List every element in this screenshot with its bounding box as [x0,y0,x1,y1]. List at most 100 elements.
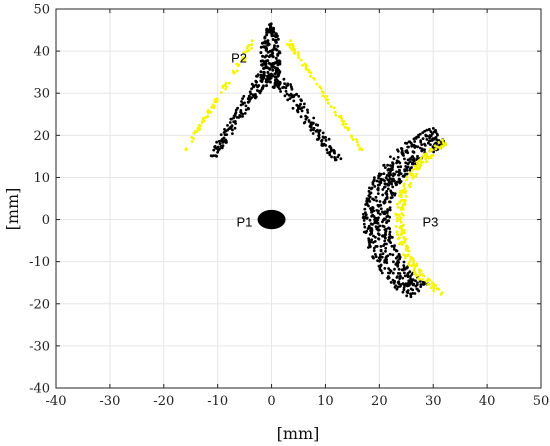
data-point [283,82,286,85]
data-point [377,204,381,208]
data-point [401,268,405,272]
data-point [386,178,390,182]
data-point [315,82,319,86]
data-point [241,56,245,59]
data-point [204,115,208,119]
data-point [216,99,219,102]
data-point [365,216,369,220]
data-point [434,128,437,132]
data-point [251,93,255,97]
data-point [290,87,294,91]
data-point [339,116,343,120]
data-point [386,183,389,186]
data-point [409,292,412,296]
data-point [289,83,292,86]
data-point [234,108,238,112]
data-point [275,34,279,38]
y-tick-label: 10 [33,171,50,186]
y-tick-label: 40 [33,45,50,60]
data-point [410,166,413,169]
data-point [278,62,282,66]
data-point [367,189,371,193]
data-point [273,44,276,48]
data-point [376,187,380,191]
data-point [416,281,419,285]
data-point [284,86,288,90]
data-point [334,158,338,162]
data-point [403,238,407,242]
data-point [399,220,403,224]
data-point [248,97,252,101]
data-point [382,172,386,176]
data-point [251,39,254,43]
data-point [398,191,402,195]
data-point [417,289,421,293]
data-point [317,134,320,138]
data-point [408,160,412,164]
data-point [262,67,266,70]
data-point [312,121,315,125]
data-point [428,128,431,132]
data-point [275,48,279,52]
data-point [381,234,385,238]
data-point [416,145,420,149]
data-point [253,96,257,100]
data-point [265,80,269,84]
data-point [305,68,309,71]
data-point [404,172,407,176]
data-point [275,68,279,72]
data-point [199,124,202,128]
data-point [411,176,415,180]
data-point [370,214,373,218]
data-point [367,239,371,243]
data-point [343,125,347,129]
data-point [337,153,341,157]
data-point [373,221,377,225]
data-point [401,203,405,207]
data-point [263,36,267,40]
data-point [302,105,306,109]
x-tick-label: 50 [533,394,550,409]
data-point [263,45,266,49]
data-point [226,124,229,127]
data-point [413,140,417,143]
data-point [368,195,372,199]
data-point [396,233,399,236]
data-point [402,260,406,264]
data-point [401,290,405,294]
data-point [391,164,395,168]
data-point [372,256,375,260]
data-point [403,271,406,275]
data-point [261,54,265,58]
data-point [395,202,399,206]
data-point [430,154,434,157]
data-point [436,287,440,290]
data-point [399,165,403,169]
data-point [418,279,422,283]
data-point [374,253,377,256]
data-point [413,271,416,275]
data-point [372,246,376,250]
data-point [391,253,395,257]
data-point [364,211,367,215]
data-point [254,79,258,83]
data-point [378,180,381,184]
data-point [216,150,220,154]
data-point [382,212,386,216]
data-point [381,224,385,228]
data-point [274,32,278,36]
data-point [232,116,236,120]
data-point [291,106,295,110]
data-point [362,219,366,222]
data-point [389,169,392,173]
data-point [429,156,433,160]
data-point [441,138,444,142]
data-point [264,78,268,81]
data-point [400,229,404,233]
data-point [269,62,273,66]
data-point [387,267,390,270]
data-point [420,143,424,147]
data-point [279,90,282,93]
data-point [254,83,258,87]
data-point [224,139,228,143]
